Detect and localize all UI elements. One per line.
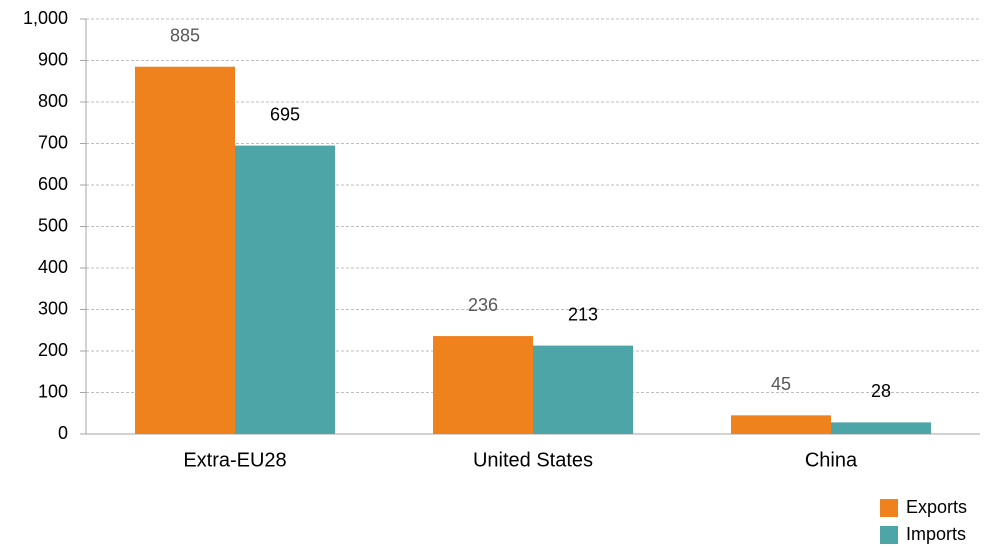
x-tick-label: China bbox=[805, 449, 858, 471]
y-tick-label: 1,000 bbox=[23, 8, 68, 28]
y-tick-label: 900 bbox=[38, 49, 68, 69]
y-tick-label: 200 bbox=[38, 340, 68, 360]
y-tick-label: 800 bbox=[38, 91, 68, 111]
bar bbox=[533, 345, 633, 434]
data-label: 695 bbox=[270, 104, 300, 124]
x-tick-label: United States bbox=[473, 449, 593, 471]
y-tick-label: 300 bbox=[38, 298, 68, 318]
y-tick-label: 400 bbox=[38, 257, 68, 277]
data-label: 236 bbox=[468, 295, 498, 315]
y-tick-label: 0 bbox=[58, 423, 68, 443]
bar bbox=[731, 415, 831, 434]
bar bbox=[433, 336, 533, 434]
bar bbox=[235, 145, 335, 434]
data-label: 28 bbox=[871, 381, 891, 401]
y-tick-label: 700 bbox=[38, 132, 68, 152]
data-label: 885 bbox=[170, 25, 200, 45]
y-tick-label: 600 bbox=[38, 174, 68, 194]
legend-label: Exports bbox=[906, 497, 967, 517]
legend-swatch bbox=[880, 499, 898, 517]
legend-swatch bbox=[880, 526, 898, 544]
x-tick-label: Extra-EU28 bbox=[183, 449, 286, 471]
y-tick-label: 100 bbox=[38, 381, 68, 401]
bar bbox=[831, 422, 931, 434]
data-label: 213 bbox=[568, 304, 598, 324]
y-tick-label: 500 bbox=[38, 215, 68, 235]
data-label: 45 bbox=[771, 374, 791, 394]
bar bbox=[135, 66, 235, 434]
legend-label: Imports bbox=[906, 524, 966, 544]
